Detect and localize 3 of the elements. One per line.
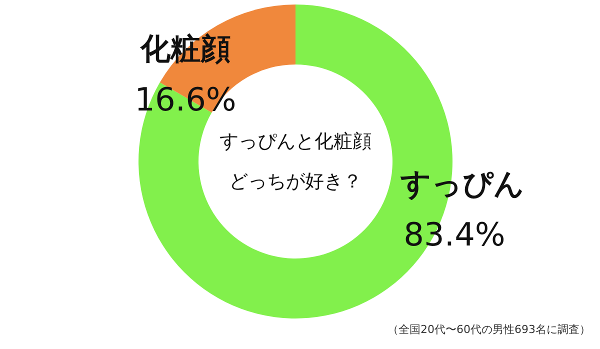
text: どっちが好き？ — [229, 170, 362, 192]
text: すっぴんと化粧顔 — [220, 130, 372, 152]
text: （全国20代〜60代の男性693名に調査） — [388, 323, 591, 336]
